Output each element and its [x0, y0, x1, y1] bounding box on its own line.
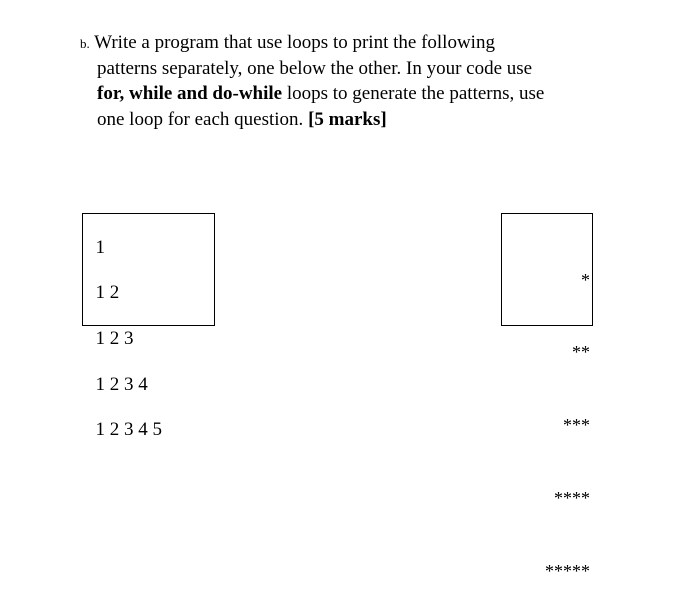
left-number-triangle: 1 1 2 1 2 3 1 2 3 4 1 2 3 4 5	[86, 214, 162, 442]
right-star-triangle: * ** *** **** *****	[505, 219, 590, 608]
row: *	[505, 268, 590, 292]
row: *****	[505, 559, 590, 583]
question-line3-rest: loops to generate the patterns, use	[282, 83, 544, 104]
row: 1 2 3 4 5	[96, 419, 163, 440]
row: 1 2	[96, 282, 120, 303]
row: ***	[505, 413, 590, 437]
question-line3-bold: for, while and do-while	[97, 83, 282, 104]
row: **	[505, 340, 590, 364]
question-line1: Write a program that use loops to print …	[94, 32, 495, 53]
question-line2: patterns separately, one below the other…	[97, 58, 532, 79]
row: ****	[505, 486, 590, 510]
row: 1 2 3 4	[96, 374, 148, 395]
row: 1 2 3	[96, 328, 134, 349]
question-body: b. Write a program that use loops to pri…	[80, 30, 640, 133]
question-line4-part1: one loop for each question.	[97, 109, 308, 130]
row: 1	[96, 237, 106, 258]
question-marker: b.	[80, 36, 90, 51]
question-marks: [5 marks]	[308, 109, 387, 130]
